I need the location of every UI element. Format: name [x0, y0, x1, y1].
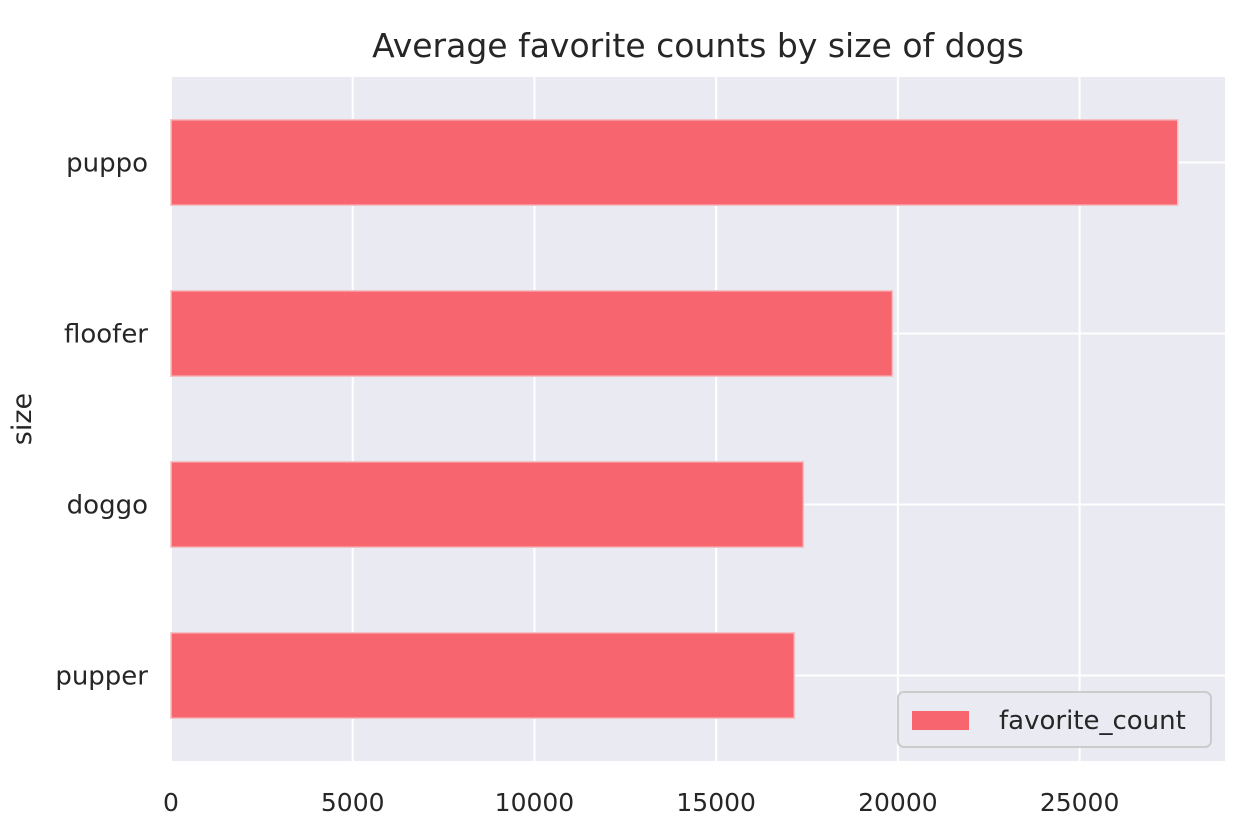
x-tick-label: 20000 [858, 788, 938, 817]
legend-label: favorite_count [999, 706, 1186, 736]
x-tick-label: 25000 [1040, 788, 1120, 817]
x-axis-ticks: 0 5000 10000 15000 20000 25000 [163, 788, 1119, 817]
x-tick-label: 0 [163, 788, 179, 817]
bar [170, 461, 805, 548]
y-tick-label: floofer [64, 320, 148, 350]
chart-title: Average favorite counts by size of dogs [372, 26, 1024, 65]
x-tick-label: 10000 [495, 788, 575, 817]
legend-frame [897, 691, 1212, 748]
legend[interactable]: favorite_count [897, 691, 1212, 748]
y-tick-label: doggo [67, 491, 148, 521]
bars [170, 119, 1179, 719]
y-axis-ticks: puppo floofer doggo pupper [55, 149, 148, 692]
legend-swatch [912, 711, 969, 730]
y-tick-label: puppo [66, 149, 148, 179]
y-axis-label: size [7, 393, 38, 445]
x-tick-label: 15000 [676, 788, 756, 817]
x-tick-label: 5000 [321, 788, 385, 817]
y-tick-label: pupper [55, 662, 148, 692]
bar [170, 119, 1179, 206]
bar [170, 290, 894, 377]
bar [170, 632, 796, 719]
